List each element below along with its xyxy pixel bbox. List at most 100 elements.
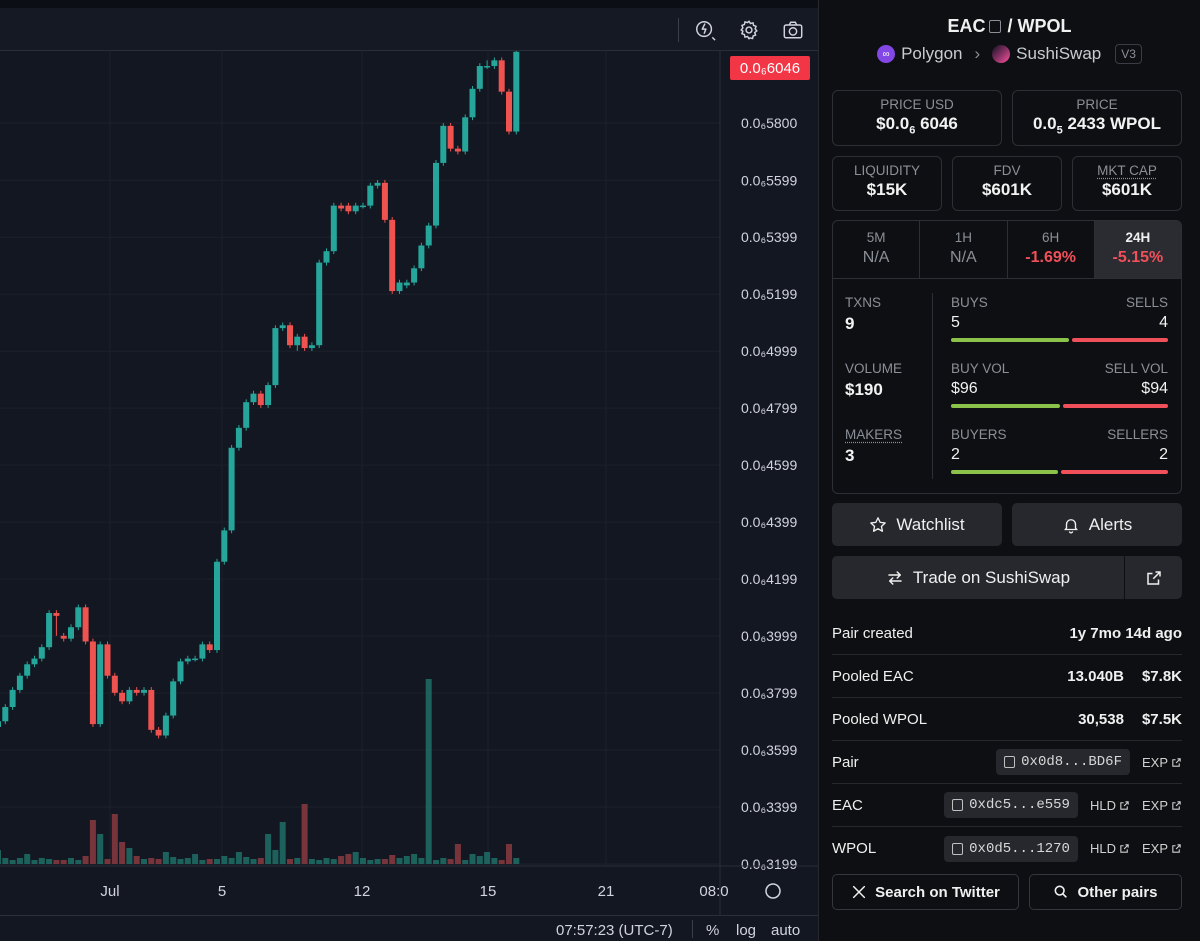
toolbar-divider [678, 18, 679, 42]
sellers-label: SELLERS [1107, 427, 1168, 442]
sell-vol-value: $94 [1141, 380, 1168, 397]
pair-address-copy[interactable]: 0x0d8...BD6F [996, 749, 1130, 775]
candle-body [425, 225, 432, 246]
mktcap-label: MKT CAP [1097, 163, 1157, 178]
price-chart[interactable]: 0.0₆5800 0.0₆5599 0.0₆5399 0.0₆5199 0.0₆4999… [0, 51, 818, 915]
alerts-button[interactable]: Alerts [1012, 503, 1182, 546]
buy-vol-label: BUY VOL [951, 361, 1010, 376]
eac-address-copy[interactable]: 0xdc5...e559 [944, 792, 1078, 818]
volume-label: VOLUME [845, 361, 903, 376]
volume-bar [53, 860, 60, 864]
buys-value: 5 [951, 314, 960, 331]
volume-bar [214, 859, 220, 864]
liquidity-card: LIQUIDITY $15K [832, 156, 942, 211]
volume-bar [38, 858, 45, 864]
candle-body [352, 205, 359, 212]
candle-body [133, 689, 140, 693]
pair-info-panel: EAC / WPOL ∞ Polygon › SushiSwap V3 PRICE… [818, 0, 1200, 941]
other-pairs-button[interactable]: Other pairs [1029, 874, 1182, 910]
volume-bar [374, 859, 381, 864]
watchlist-button[interactable]: Watchlist [832, 503, 1002, 546]
txns-stat: TXNS 9 [845, 295, 881, 334]
eac-address-row: EAC 0xdc5...e559 HLD EXP [832, 784, 1182, 827]
volume-bar [498, 860, 505, 864]
mktcap-card: MKT CAP $601K [1072, 156, 1182, 211]
volume-bar [75, 860, 82, 864]
wpol-hld-link[interactable]: HLD [1090, 841, 1130, 856]
volume-bar [462, 860, 469, 864]
camera-icon [783, 21, 803, 39]
candle-body [68, 627, 74, 639]
candle-body [243, 402, 250, 428]
chart-statusbar: 07:57:23 (UTC-7) % log auto [0, 915, 818, 941]
chart-pane: 0.0₆5800 0.0₆5599 0.0₆5399 0.0₆5199 0.0₆4999… [0, 0, 818, 941]
volume-bar [287, 859, 293, 864]
volume-bar [265, 834, 272, 864]
volume-bar [111, 814, 118, 864]
volume-bar [440, 858, 447, 864]
volume-bar [162, 852, 169, 864]
tab-6h-label: 6H [1041, 230, 1060, 245]
wpol-address-copy[interactable]: 0x0d5...1270 [944, 835, 1078, 862]
chevron-right-icon: › [974, 44, 981, 63]
candle-body [330, 205, 337, 252]
tab-6h[interactable]: 6H -1.69% [1008, 221, 1095, 278]
pooled-base-amount: 13.040B [1067, 667, 1124, 685]
buys-sells-stat: BUYS SELLS 5 4 [951, 295, 1168, 342]
eac-hld-link[interactable]: HLD [1090, 798, 1130, 813]
trade-button[interactable]: Trade on SushiSwap [832, 556, 1124, 599]
external-link-icon [1146, 570, 1161, 585]
volume-bar [425, 679, 432, 864]
copy-icon[interactable] [989, 20, 1002, 33]
volume-bar [24, 854, 31, 864]
tab-24h-value: -5.15% [1112, 249, 1164, 266]
quick-search-button[interactable] [692, 17, 718, 43]
candle-body [418, 245, 425, 269]
tab-1h[interactable]: 1H N/A [920, 221, 1008, 278]
candle-body [498, 60, 505, 92]
candle-body [367, 185, 374, 206]
pair-exp-link[interactable]: EXP [1142, 755, 1182, 770]
chart-clock: 07:57:23 (UTC-7) [556, 922, 673, 939]
copy-icon [1004, 756, 1016, 768]
candle-body [272, 328, 279, 386]
tab-1h-value: N/A [950, 249, 977, 266]
volume-bar [352, 852, 359, 864]
percent-scale-toggle[interactable]: % [706, 922, 720, 939]
log-scale-toggle[interactable]: log [736, 922, 757, 939]
snapshot-button[interactable] [780, 17, 806, 43]
volume-bar [294, 858, 301, 864]
candle-body [31, 658, 38, 665]
y-tick-label: 0.0₆4999 [741, 343, 797, 359]
chain-name[interactable]: Polygon [901, 44, 963, 63]
eac-address-value: 0xdc5...e559 [969, 797, 1070, 813]
candle-body [60, 635, 67, 639]
buy-vol-bar [951, 404, 1061, 408]
candle-body [192, 658, 199, 661]
statusbar-divider [692, 920, 693, 938]
chart-settings-button[interactable] [736, 17, 762, 43]
dex-name[interactable]: SushiSwap [1016, 44, 1102, 63]
volume-bar [454, 844, 461, 864]
candle-body [265, 385, 272, 406]
x-tick-label: Jul [100, 883, 119, 900]
candle-body [513, 51, 520, 132]
candle-body [506, 91, 512, 132]
buy-sell-vol-stat: BUY VOL SELL VOL $96 $94 [951, 361, 1168, 408]
eac-exp-link[interactable]: EXP [1142, 798, 1182, 813]
stats-divider [932, 293, 933, 479]
auto-scale-toggle[interactable]: auto [771, 922, 801, 939]
volume-bar [345, 854, 352, 864]
tab-5m[interactable]: 5M N/A [833, 221, 921, 278]
wpol-exp-link[interactable]: EXP [1142, 841, 1182, 856]
hld-label: HLD [1089, 797, 1116, 813]
trade-external-button[interactable] [1125, 556, 1182, 599]
pair-created-label: Pair created [832, 624, 913, 642]
tab-24h[interactable]: 24H -5.15% [1094, 221, 1181, 278]
copy-icon [952, 842, 964, 855]
volume-bar [9, 860, 16, 864]
candle-body [316, 262, 323, 346]
x-tick-label: 5 [218, 883, 226, 900]
buyers-value: 2 [951, 446, 960, 463]
search-twitter-button[interactable]: Search on Twitter [832, 874, 1019, 910]
